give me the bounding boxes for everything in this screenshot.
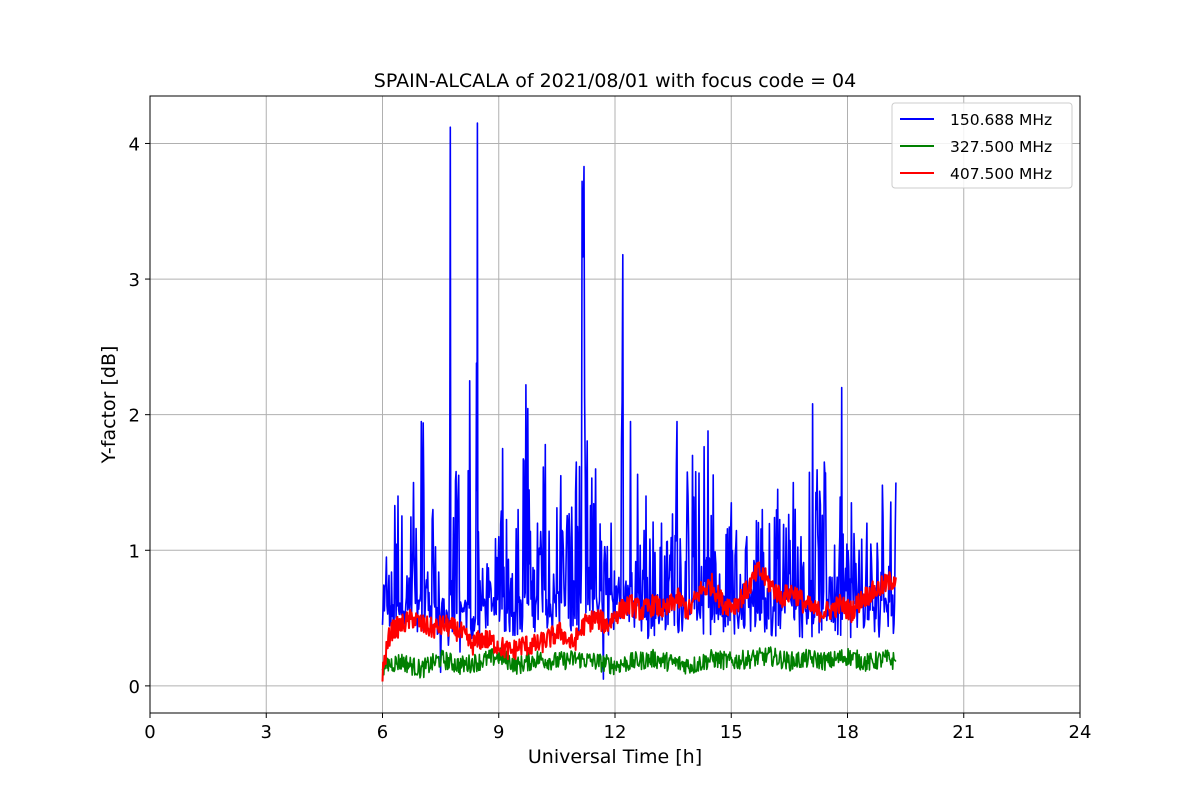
y-tick-label: 2 bbox=[129, 406, 140, 427]
x-tick-label: 9 bbox=[493, 722, 504, 743]
y-tick-label: 0 bbox=[129, 677, 140, 698]
y-tick-label: 4 bbox=[129, 134, 140, 155]
legend: 150.688 MHz 327.500 MHz 407.500 MHz bbox=[891, 102, 1073, 189]
legend-label: 407.500 MHz bbox=[950, 165, 1052, 183]
x-tick-label: 0 bbox=[144, 722, 155, 743]
x-tick-label: 3 bbox=[261, 722, 272, 743]
legend-label: 327.500 MHz bbox=[950, 138, 1052, 156]
x-axis-label: Universal Time [h] bbox=[528, 746, 702, 768]
legend-box bbox=[891, 102, 1073, 189]
y-tick-label: 3 bbox=[129, 270, 140, 291]
legend-label: 150.688 MHz bbox=[950, 111, 1052, 129]
x-tick-label: 15 bbox=[720, 722, 743, 743]
y-tick-label: 1 bbox=[129, 541, 140, 562]
chart-title: SPAIN-ALCALA of 2021/08/01 with focus co… bbox=[374, 70, 856, 92]
x-tick-label: 18 bbox=[836, 722, 859, 743]
y-axis-label: Y-factor [dB] bbox=[98, 346, 120, 465]
x-tick-label: 12 bbox=[604, 722, 627, 743]
x-tick-label: 21 bbox=[952, 722, 975, 743]
x-tick-label: 6 bbox=[377, 722, 388, 743]
series-line-2 bbox=[381, 646, 897, 679]
x-tick-label: 24 bbox=[1069, 722, 1092, 743]
x-axis: 0 3 6 9 12 15 18 21 24 bbox=[144, 713, 1091, 743]
series-line-3 bbox=[381, 561, 897, 682]
series-layer bbox=[381, 122, 897, 682]
y-axis: 0 1 2 3 4 bbox=[129, 134, 150, 698]
